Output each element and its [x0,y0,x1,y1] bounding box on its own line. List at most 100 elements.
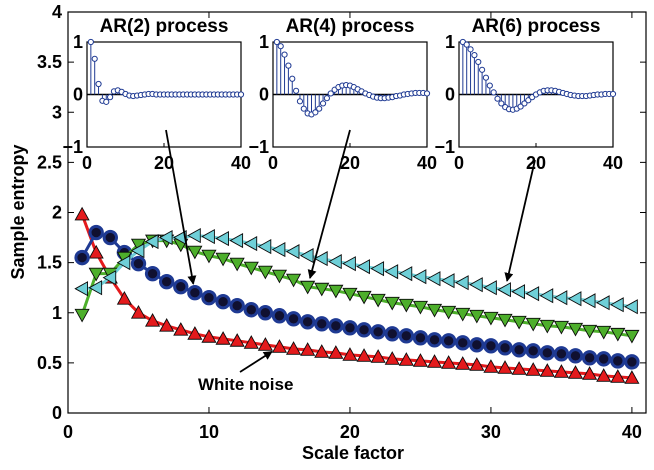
stem-marker [289,75,296,82]
data-point [539,363,555,377]
data-point [455,356,471,370]
stem-marker [300,105,307,112]
data-point [567,291,582,307]
data-point [74,308,90,323]
data-point [187,227,201,244]
data-point [74,206,90,221]
x-tick-label: 20 [340,422,360,442]
stem-marker [273,38,280,46]
data-point [596,368,612,382]
stem-marker [91,55,98,62]
data-point [384,296,400,311]
data-point [328,284,344,299]
data-point [426,271,441,287]
data-point [624,370,640,384]
data-point [610,369,626,383]
data-point [624,354,640,370]
data-point [497,340,513,356]
data-point [398,352,414,366]
x-tick-label: 30 [481,422,501,442]
y-tick-label: 3.5 [37,52,62,72]
data-point [370,261,385,277]
stem-marker [423,90,431,97]
data-point [201,249,217,264]
data-point [271,339,288,353]
inset-x-tick-label: 40 [417,153,437,173]
stem-marker [471,52,478,59]
data-point [159,318,175,332]
data-point [412,269,427,285]
inset-y-tick-label: −1 [248,137,269,157]
data-point [116,255,131,271]
data-point [511,315,527,330]
stem-marker [463,41,470,48]
data-point [398,298,414,313]
inset-x-tick-label: 0 [82,153,92,173]
data-point [624,299,638,315]
data-point [398,328,415,344]
data-point [158,273,175,290]
stem-marker [494,95,501,102]
stem-marker [482,74,490,81]
data-point [328,318,344,334]
data-point [497,360,513,374]
data-point [469,337,485,353]
data-point [215,252,231,267]
data-point [328,254,342,270]
data-point [215,331,231,345]
data-point [173,322,189,336]
inset-title: AR(4) process [286,16,415,37]
data-point [412,353,429,367]
data-point [581,293,596,309]
stem-marker [525,97,532,104]
data-point [440,333,457,349]
stem-marker [296,98,304,105]
inset-y-tick-label: 1 [73,32,83,52]
data-point [356,259,370,275]
data-point [229,333,245,347]
data-point [370,293,386,308]
stem-marker [609,90,617,98]
data-point [342,287,358,302]
data-point [243,236,258,252]
data-point [314,316,330,332]
data-point [314,251,328,267]
data-point [285,341,302,355]
data-point [116,290,132,305]
data-point [74,249,90,266]
data-point [201,290,217,306]
data-point [356,290,372,305]
data-point [88,267,104,282]
stem-marker [323,95,330,102]
data-point [483,280,497,296]
data-point [88,280,103,296]
data-point [384,264,399,280]
data-point [596,325,612,340]
series-line-ar-4-process [80,239,633,338]
inset-x-tick-label: 40 [603,153,623,173]
data-point [426,354,443,368]
inset-x-tick-label: 20 [340,153,360,173]
inset-y-tick-label: 0 [259,85,269,105]
stem-marker [490,89,497,96]
data-point [271,269,288,284]
series-ar-4-process [74,234,640,344]
inset-y-tick-label: 0 [445,85,455,105]
y-tick-label: 0 [52,403,62,423]
data-point [314,282,330,297]
data-point [314,344,330,358]
data-point [539,288,554,304]
inset-x-tick-label: 20 [526,153,546,173]
y-tick-label: 3 [52,102,62,122]
data-point [469,309,485,324]
y-axis-label: Sample entropy [8,144,28,279]
data-point [356,348,372,362]
data-point [342,347,358,361]
data-point [271,308,288,324]
stem-marker [475,58,482,66]
stem-marker [467,46,474,53]
inset-y-tick-label: 1 [445,32,455,52]
data-point [582,366,598,380]
